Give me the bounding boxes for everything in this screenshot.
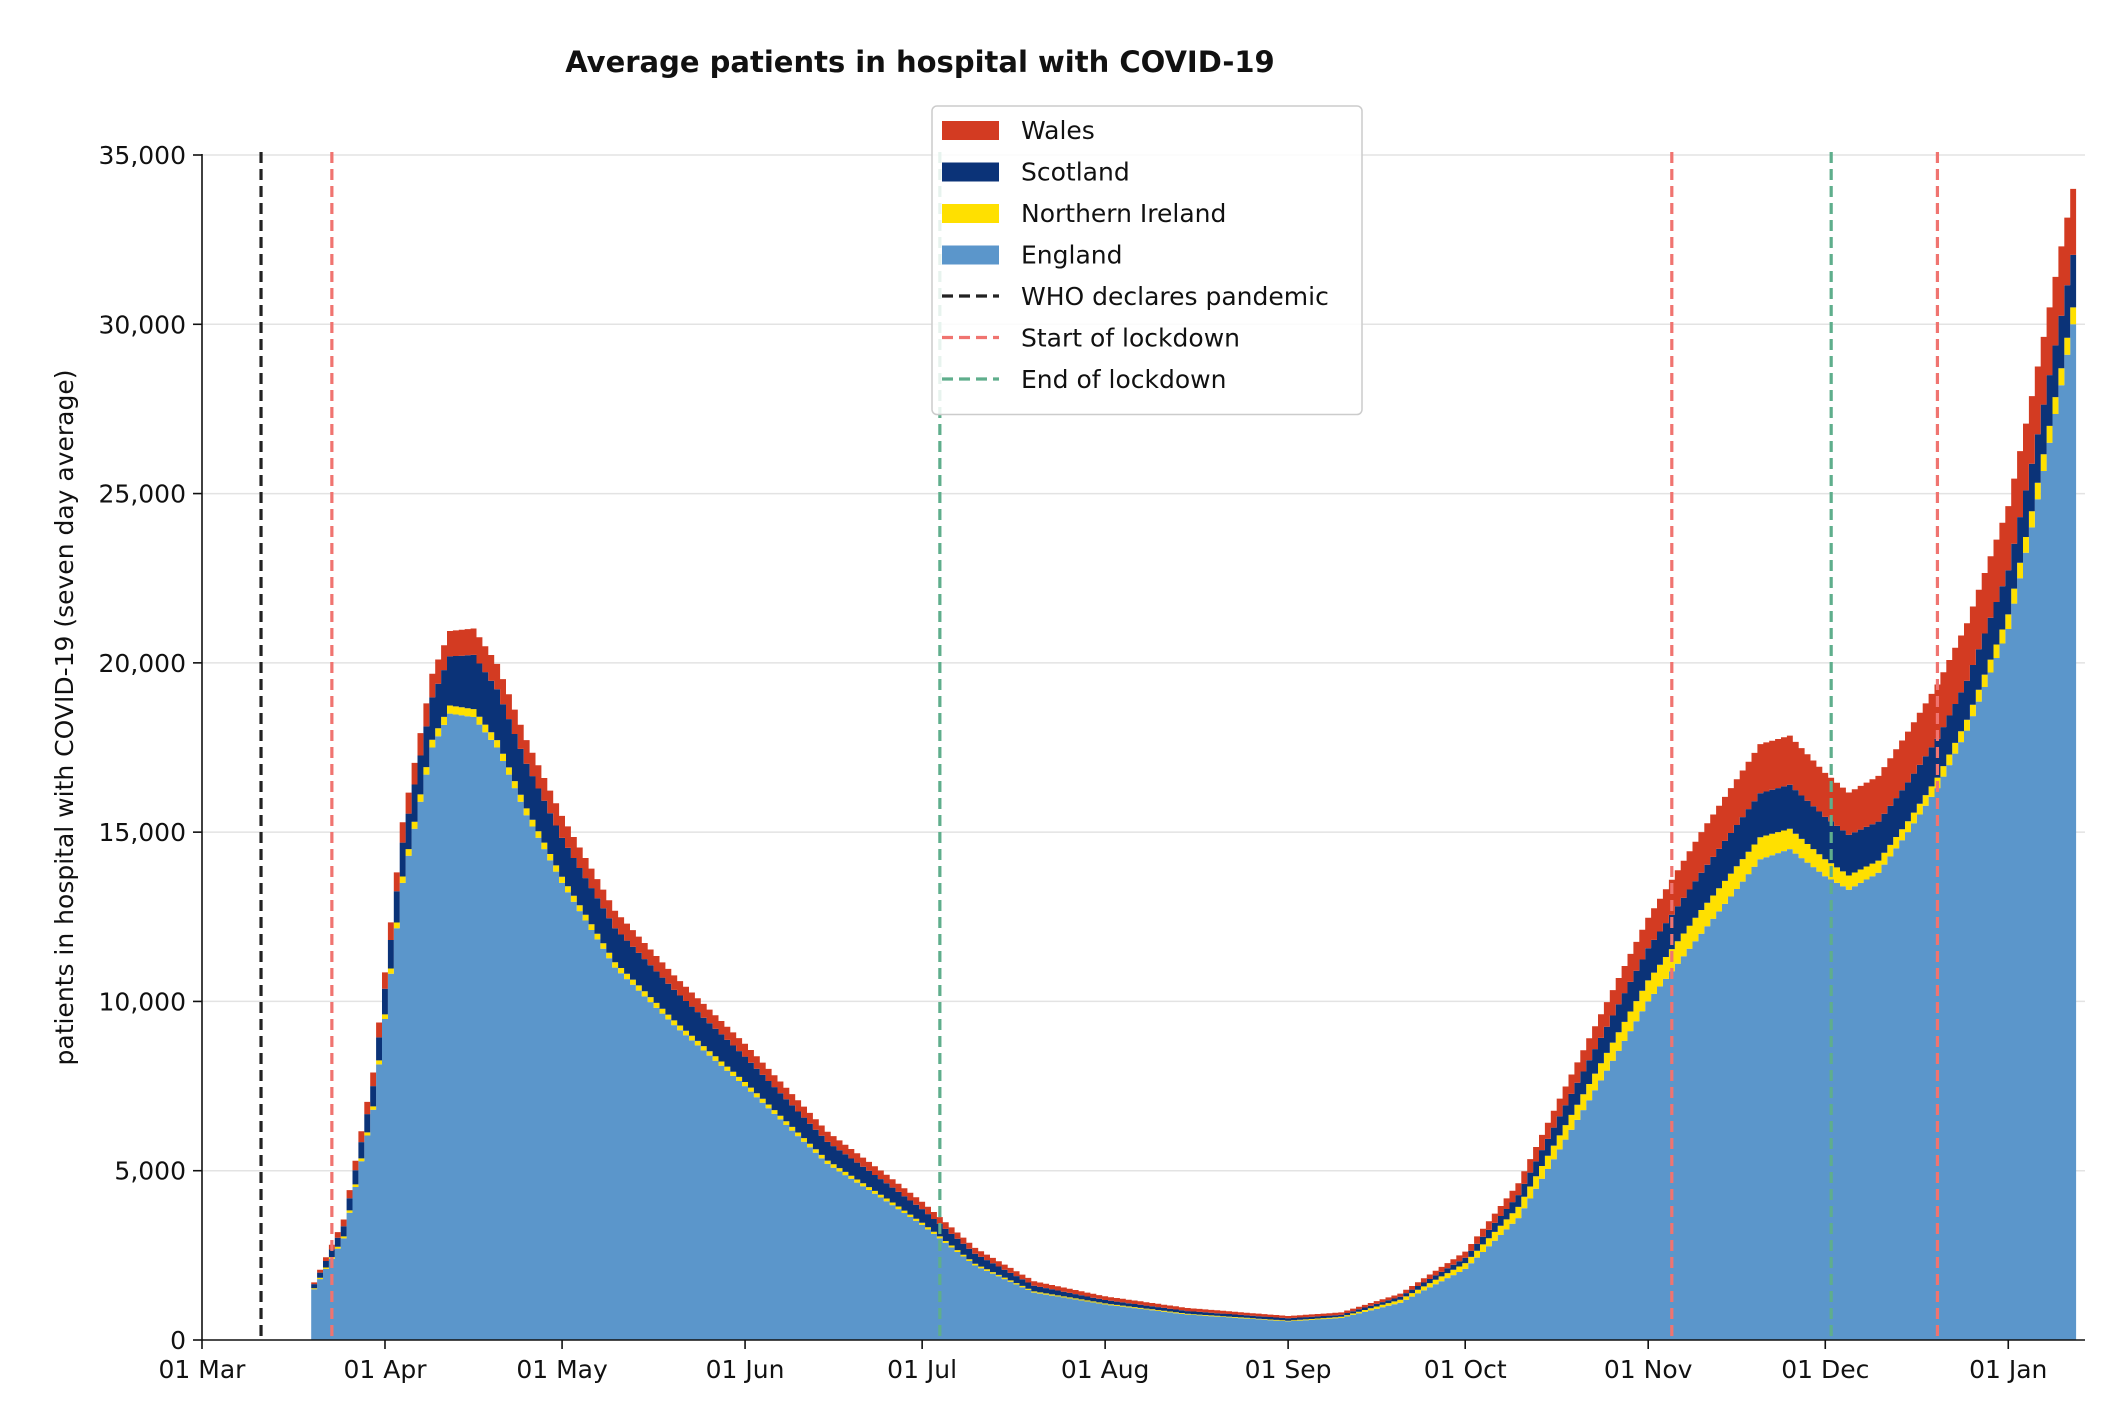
legend-swatch-scotland — [942, 162, 999, 182]
y-tick-label: 30,000 — [99, 310, 186, 339]
x-tick-label: 01 Apr — [343, 1355, 427, 1384]
x-tick-label: 01 Nov — [1604, 1355, 1693, 1384]
legend-label-wales: Wales — [1021, 116, 1095, 145]
y-tick-label: 15,000 — [99, 818, 186, 847]
x-tick-label: 01 Jun — [706, 1355, 785, 1384]
x-tick-label: 01 Oct — [1424, 1355, 1507, 1384]
series-area-england — [311, 324, 2077, 1340]
x-tick-label: 01 Mar — [159, 1355, 247, 1384]
axes: 0 5,000 10,000 15,000 20,000 25,000 30,000 35,0… — [99, 141, 2085, 1384]
x-tick-label: 01 Jul — [887, 1355, 957, 1384]
y-tick-label: 25,000 — [99, 480, 186, 509]
legend-box — [931, 105, 1363, 416]
y-axis-label: patients in hospital with COVID-19 (seve… — [50, 369, 79, 1065]
legend-swatch-northern-ireland — [942, 204, 999, 223]
chart-title: Average patients in hospital with COVID-… — [565, 45, 1274, 79]
legend-label-england: England — [1021, 241, 1123, 270]
y-tick-label: 35,000 — [99, 141, 186, 170]
x-tick-label: 01 Jan — [1969, 1355, 2047, 1384]
y-tick-label: 5,000 — [114, 1157, 186, 1186]
legend: Wales Scotland Northern Ireland England WHO … — [931, 105, 1363, 416]
x-tick-label: 01 Sep — [1245, 1355, 1332, 1384]
legend-swatch-england — [942, 245, 999, 265]
y-tick-label: 20,000 — [99, 649, 186, 678]
legend-label-start-of-lockdown: Start of lockdown — [1021, 324, 1240, 353]
series-areas — [311, 188, 2077, 1340]
x-tick-label: 01 Dec — [1781, 1355, 1869, 1384]
legend-label-northern-ireland: Northern Ireland — [1021, 199, 1226, 228]
legend-label-who-declares-pandemic: WHO declares pandemic — [1021, 282, 1329, 311]
x-tick-label: 01 May — [516, 1355, 608, 1384]
legend-label-end-of-lockdown: End of lockdown — [1021, 365, 1226, 394]
y-tick-label: 0 — [170, 1326, 186, 1355]
legend-label-scotland: Scotland — [1021, 158, 1130, 187]
x-tick-label: 01 Aug — [1061, 1355, 1150, 1384]
y-tick-label: 10,000 — [99, 987, 186, 1016]
legend-swatch-wales — [942, 121, 999, 140]
